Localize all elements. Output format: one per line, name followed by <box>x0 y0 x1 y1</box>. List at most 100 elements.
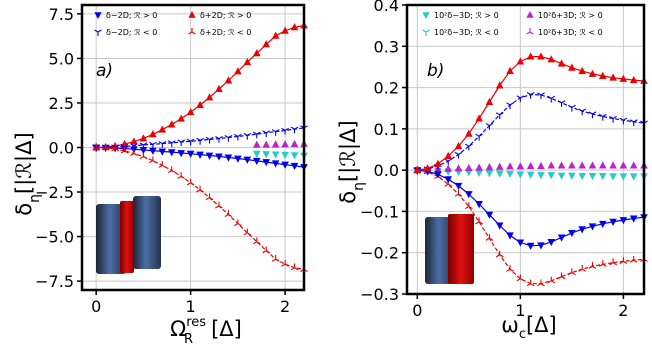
data-point <box>413 165 422 174</box>
data-point <box>526 92 535 99</box>
data-point <box>252 237 261 245</box>
data-point <box>537 52 545 60</box>
data-point <box>557 161 566 169</box>
data-point <box>619 161 628 169</box>
data-point <box>167 140 176 148</box>
data-point <box>568 172 576 180</box>
legend-label: δ+2D; ℛ > 0 <box>200 11 251 20</box>
legend-marker <box>422 12 430 19</box>
legend-marker <box>188 11 196 18</box>
data-point <box>444 151 452 160</box>
y-axis-label-b: δη[|ℛ|Δ] <box>336 120 367 203</box>
data-point <box>578 265 587 272</box>
data-point <box>557 100 566 108</box>
data-point <box>588 111 597 119</box>
data-point <box>485 97 494 105</box>
y-tick-label: 0.0 <box>374 161 399 180</box>
data-point <box>423 164 432 172</box>
data-point <box>475 114 483 122</box>
legend-label: δ−2D; ℛ < 0 <box>106 28 157 37</box>
data-point <box>619 173 628 181</box>
data-point <box>629 161 638 169</box>
data-point <box>619 74 628 82</box>
data-point <box>485 122 494 130</box>
y-tick-label: 2.5 <box>49 94 74 113</box>
data-point <box>130 137 138 145</box>
y-tick-label: 0.4 <box>374 0 399 15</box>
y-tick-label: 0.1 <box>374 120 399 139</box>
x-tick-label: 1 <box>186 297 196 316</box>
data-point <box>158 148 167 156</box>
data-point <box>547 172 556 180</box>
data-point <box>526 171 535 179</box>
data-point <box>485 170 494 178</box>
data-point <box>215 153 223 161</box>
data-point <box>516 239 525 247</box>
data-point <box>465 163 473 172</box>
data-point <box>516 171 525 179</box>
data-point <box>526 279 535 287</box>
data-point <box>599 161 607 169</box>
data-point <box>516 57 525 65</box>
data-point <box>149 130 157 138</box>
data-point <box>120 146 129 154</box>
data-point <box>281 127 289 135</box>
data-point <box>271 160 280 168</box>
data-point <box>568 63 576 71</box>
data-point <box>495 162 504 170</box>
legend-marker <box>526 28 534 35</box>
data-point <box>578 108 587 116</box>
legend-label: 10²δ+3D; ℛ < 0 <box>538 28 603 37</box>
data-point <box>271 129 280 136</box>
data-point <box>506 232 514 240</box>
data-point <box>609 258 617 266</box>
data-point <box>588 172 597 181</box>
data-point <box>444 164 452 172</box>
data-point <box>139 147 148 155</box>
data-point <box>465 129 473 137</box>
data-point <box>568 268 576 276</box>
data-point <box>526 161 535 169</box>
data-point <box>454 182 463 191</box>
data-point <box>537 92 545 100</box>
data-point <box>495 81 504 89</box>
data-point <box>130 149 138 156</box>
data-point <box>537 279 545 287</box>
data-point <box>578 161 586 169</box>
data-point <box>547 55 556 63</box>
grid-a <box>82 5 304 290</box>
data-point <box>252 49 261 57</box>
data-point <box>262 130 271 138</box>
data-point <box>465 191 473 199</box>
data-point <box>526 52 535 60</box>
x-tick-label: 0 <box>412 301 422 320</box>
data-point <box>290 23 299 31</box>
data-point <box>215 136 223 143</box>
data-point <box>516 95 525 103</box>
data-point <box>196 137 204 145</box>
data-point <box>588 223 597 231</box>
data-point <box>149 141 157 149</box>
data-point <box>252 157 261 166</box>
data-point <box>139 134 148 142</box>
data-point <box>243 156 252 164</box>
data-point <box>537 242 545 250</box>
data-point <box>444 158 453 166</box>
y-tick-label: 0.3 <box>374 37 399 56</box>
y-axis-label-a: δη[|ℛ|Δ] <box>12 132 43 215</box>
data-point <box>475 163 483 171</box>
data-point <box>111 144 119 152</box>
data-point <box>262 40 270 48</box>
data-point <box>215 201 223 209</box>
data-point <box>262 151 270 159</box>
data-point <box>243 57 252 66</box>
axis-ticks-b: 0 1 2 0.4 0.3 0.2 0.1 0.0 −0.1 −0.2 −0.3 <box>360 0 628 320</box>
data-point <box>588 69 597 77</box>
legend-marker <box>94 29 102 36</box>
data-point <box>243 228 252 236</box>
data-point <box>177 139 186 147</box>
data-point <box>475 217 483 225</box>
plot-frame-b <box>405 3 646 296</box>
legend-marker <box>526 11 534 18</box>
